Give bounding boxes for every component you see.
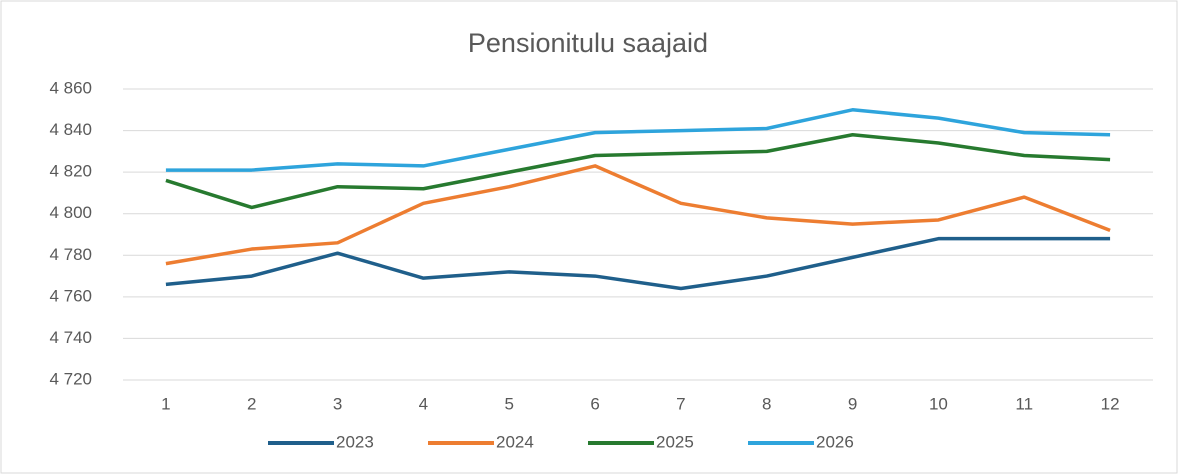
y-tick-label: 4 800 [49,203,92,222]
x-tick-label: 12 [1101,394,1120,413]
line-series [165,132,1111,210]
y-tick-label: 4 760 [49,286,92,305]
x-tick-label: 3 [333,394,342,413]
legend-label: 2026 [816,432,854,451]
y-tick-label: 4 820 [49,162,92,181]
x-tick-label: 9 [848,394,857,413]
line-series [165,108,1111,172]
y-tick-label: 4 740 [49,328,92,347]
x-tick-label: 1 [161,394,170,413]
line-series [165,164,1111,266]
y-tick-label: 4 720 [49,369,92,388]
x-tick-label: 6 [590,394,599,413]
x-tick-label: 8 [762,394,771,413]
x-tick-label: 4 [419,394,428,413]
x-tick-label: 5 [505,394,514,413]
y-tick-label: 4 840 [49,120,92,139]
y-tick-label: 4 860 [49,78,92,97]
x-tick-label: 2 [247,394,256,413]
y-tick-label: 4 780 [49,245,92,264]
x-tick-label: 11 [1015,394,1033,413]
x-tick-label: 7 [676,394,685,413]
legend-label: 2023 [336,432,374,451]
x-tick-label: 10 [929,394,948,413]
line-series [165,236,1111,291]
legend-label: 2025 [656,432,694,451]
legend-label: 2024 [496,432,534,451]
chart-title: Pensionitulu saajaid [468,28,708,58]
